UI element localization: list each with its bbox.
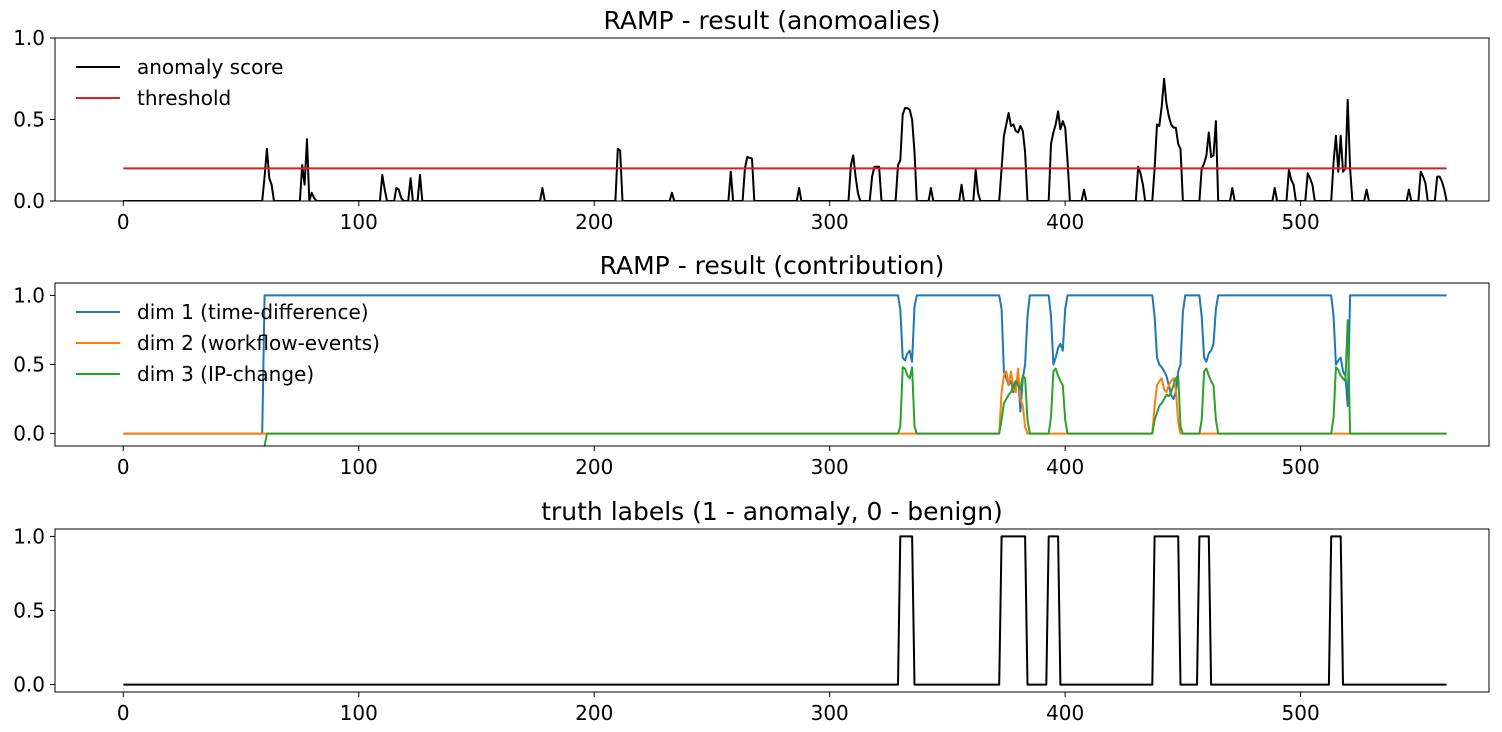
subplot-3: truth labels (1 - anomaly, 0 - benign) 0 1… — [13, 497, 1490, 725]
y-tick-label: 0.0 — [13, 422, 45, 446]
y-tick-label: 1.0 — [13, 524, 45, 548]
y-tick-label: 0.5 — [13, 353, 45, 377]
legend-label: dim 1 (time-difference) — [137, 300, 369, 324]
legend: anomaly score threshold — [76, 55, 283, 110]
axes-frame — [54, 528, 1490, 693]
x-tick-label: 0 — [117, 210, 130, 234]
x-tick-label: 300 — [811, 455, 849, 479]
series-line-1 — [123, 294, 1447, 435]
x-tick-label: 500 — [1282, 455, 1320, 479]
subplot-1: RAMP - result (anomoalies) 0 100 200 300 400 5… — [13, 6, 1490, 234]
legend-label: dim 3 (IP-change) — [137, 362, 314, 386]
series-line-1 — [123, 535, 1447, 686]
y-tick-label: 0.0 — [13, 673, 45, 697]
legend: dim 1 (time-difference) dim 2 (workflow-e… — [76, 300, 380, 386]
x-tick-label: 500 — [1282, 701, 1320, 725]
subplot-title: RAMP - result (anomoalies) — [604, 6, 941, 35]
x-tick-label: 100 — [340, 701, 378, 725]
y-tick-label: 0.5 — [13, 599, 45, 623]
y-tick-label: 1.0 — [13, 26, 45, 50]
legend-label: threshold — [137, 86, 231, 110]
x-tick-label: 0 — [117, 455, 130, 479]
x-tick-label: 300 — [811, 210, 849, 234]
series-line-1 — [123, 77, 1448, 201]
x-tick-label: 200 — [575, 210, 613, 234]
x-tick-label: 400 — [1046, 210, 1084, 234]
x-tick-label: 100 — [340, 455, 378, 479]
series-line-2 — [123, 367, 1447, 435]
x-tick-label: 400 — [1046, 455, 1084, 479]
legend-label: anomaly score — [137, 55, 283, 79]
subplot-2: RAMP - result (contribution) 0 100 200 300 40… — [13, 251, 1490, 479]
x-tick-label: 500 — [1282, 210, 1320, 234]
y-tick-label: 1.0 — [13, 283, 45, 307]
x-tick-label: 200 — [575, 701, 613, 725]
y-tick-label: 0.5 — [13, 108, 45, 132]
x-tick-label: 400 — [1046, 701, 1084, 725]
x-tick-label: 0 — [117, 701, 130, 725]
x-tick-label: 200 — [575, 455, 613, 479]
x-tick-label: 300 — [811, 701, 849, 725]
series-line-3 — [263, 319, 1447, 446]
subplot-title: truth labels (1 - anomaly, 0 - benign) — [541, 497, 1003, 526]
subplot-title: RAMP - result (contribution) — [600, 251, 945, 280]
legend-label: dim 2 (workflow-events) — [137, 331, 380, 355]
x-tick-label: 100 — [340, 210, 378, 234]
y-tick-label: 0.0 — [13, 189, 45, 213]
